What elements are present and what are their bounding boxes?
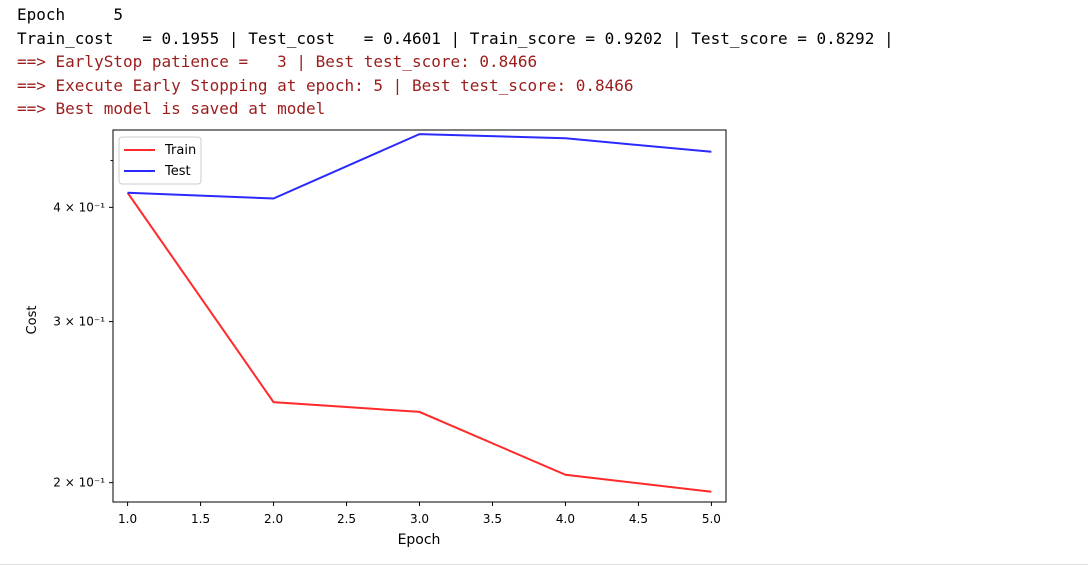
log-epoch-line: Epoch 5 <box>17 5 123 24</box>
y-axis-ticks: 2 × 10⁻¹ 3 × 10⁻¹ 4 × 10⁻¹ <box>53 160 113 490</box>
chart-lines <box>126 133 712 493</box>
cell-divider <box>0 564 1088 565</box>
series-line-train <box>126 192 712 493</box>
log-metrics-line: Train_cost = 0.1955 | Test_cost = 0.4601… <box>17 28 894 48</box>
log-early-stop-line: ==> Execute Early Stopping at epoch: 5 |… <box>17 75 634 95</box>
log-model-saved-line: ==> Best model is saved at model <box>17 99 326 118</box>
y-tick-label: 4 × 10⁻¹ <box>53 200 105 214</box>
legend-train-label: Train <box>164 143 196 158</box>
x-axis-label: Epoch <box>398 532 441 548</box>
x-tick-label: 1.0 <box>118 512 137 526</box>
x-tick-label: 4.0 <box>556 512 575 526</box>
x-axis-ticks: 1.0 1.5 2.0 2.5 3.0 3.5 4.0 4.5 5.0 <box>118 502 721 526</box>
series-line-test <box>127 133 712 200</box>
x-tick-label: 2.0 <box>264 512 283 526</box>
legend-box <box>118 136 202 185</box>
log-patience-line: ==> EarlyStop patience = 3 | Best test_s… <box>17 52 538 71</box>
y-tick-label: 2 × 10⁻¹ <box>53 476 105 490</box>
x-tick-label: 2.5 <box>337 512 356 526</box>
x-tick-label: 4.5 <box>629 512 648 526</box>
x-tick-label: 3.0 <box>410 512 429 526</box>
x-tick-label: 3.5 <box>483 512 502 526</box>
training-log: Epoch 5 Train_cost = 0.1955 | Test_cost =… <box>17 3 894 121</box>
y-tick-label: 3 × 10⁻¹ <box>53 315 105 329</box>
x-tick-label: 1.5 <box>191 512 210 526</box>
x-tick-label: 5.0 <box>702 512 721 526</box>
legend: Train Test <box>118 136 202 185</box>
legend-test-label: Test <box>164 164 191 179</box>
plot-frame <box>112 129 727 503</box>
y-axis-label: Cost <box>25 306 40 335</box>
